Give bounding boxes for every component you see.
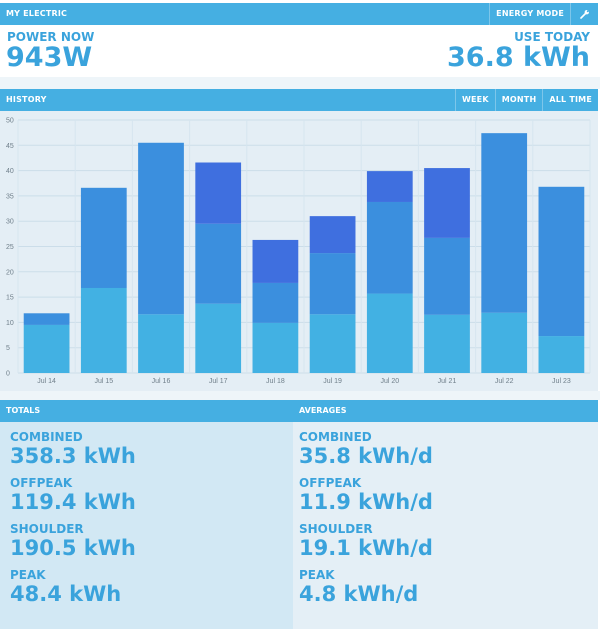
stat-value: 119.4 kWh bbox=[10, 490, 136, 514]
bar-segment-0 bbox=[309, 314, 356, 373]
stat-label: OFFPEAK bbox=[10, 476, 73, 490]
y-tick-label: 40 bbox=[6, 168, 14, 175]
stat-label: SHOULDER bbox=[299, 522, 373, 536]
y-tick-label: 25 bbox=[6, 244, 14, 251]
x-tick-label: Jul 15 bbox=[94, 378, 113, 385]
y-tick-label: 45 bbox=[6, 143, 14, 150]
y-tick-label: 30 bbox=[6, 219, 14, 226]
x-tick-label: Jul 19 bbox=[323, 378, 342, 385]
stat-value: 48.4 kWh bbox=[10, 582, 122, 606]
stat-value: 19.1 kWh/d bbox=[299, 536, 433, 560]
averages-title: AVERAGES bbox=[299, 406, 347, 415]
stat-label: PEAK bbox=[299, 568, 335, 582]
stat-label: SHOULDER bbox=[10, 522, 84, 536]
x-tick-label: Jul 14 bbox=[37, 378, 56, 385]
bar-segment-2 bbox=[424, 168, 470, 238]
bar-segment-1 bbox=[366, 201, 413, 294]
x-tick-label: Jul 20 bbox=[380, 378, 399, 385]
totals-title: TOTALS bbox=[6, 406, 41, 415]
bar-segment-1 bbox=[424, 237, 470, 315]
header-actions: ENERGY MODE bbox=[489, 3, 598, 25]
power-now-label: POWER NOW bbox=[7, 30, 95, 44]
week-button[interactable]: WEEK bbox=[454, 89, 495, 111]
app-title: MY ELECTRIC bbox=[6, 9, 68, 18]
stat-value: 358.3 kWh bbox=[10, 444, 136, 468]
power-now-value: 943W bbox=[6, 42, 93, 73]
history-header: HISTORY WEEK MONTH ALL TIME bbox=[0, 89, 598, 111]
history-chart-panel: 0 5 10 15 20 25 30 35 40 45 50 Jul 14 Jul 15 Jul 16 Ju… bbox=[0, 111, 598, 391]
history-range-buttons: WEEK MONTH ALL TIME bbox=[454, 89, 598, 111]
totals-offpeak: OFFPEAK 119.4 kWh bbox=[10, 476, 136, 514]
stat-label: COMBINED bbox=[10, 430, 83, 444]
y-tick-label: 5 bbox=[6, 345, 10, 352]
settings-button[interactable] bbox=[570, 3, 598, 25]
bar-segment-0 bbox=[80, 287, 127, 373]
bar-segment-1 bbox=[195, 223, 242, 304]
totals-combined: COMBINED 358.3 kWh bbox=[10, 430, 136, 468]
bar-segment-2 bbox=[309, 216, 356, 254]
x-tick-label: Jul 21 bbox=[438, 378, 457, 385]
power-panel: POWER NOW 943W USE TODAY 36.8 kWh bbox=[0, 25, 598, 77]
bar-segment-1 bbox=[309, 253, 356, 315]
wrench-icon bbox=[579, 9, 589, 19]
bar-segment-1 bbox=[23, 313, 70, 325]
stat-value: 190.5 kWh bbox=[10, 536, 136, 560]
bar-segment-1 bbox=[80, 187, 127, 288]
totals-shoulder: SHOULDER 190.5 kWh bbox=[10, 522, 136, 560]
use-today-value: 36.8 kWh bbox=[447, 42, 590, 73]
averages-offpeak: OFFPEAK 11.9 kWh/d bbox=[299, 476, 433, 514]
stat-label: COMBINED bbox=[299, 430, 372, 444]
stat-value: 4.8 kWh/d bbox=[299, 582, 419, 606]
totals-peak: PEAK 48.4 kWh bbox=[10, 568, 121, 606]
y-tick-label: 15 bbox=[6, 295, 14, 302]
y-tick-label: 35 bbox=[6, 193, 14, 200]
x-tick-label: Jul 18 bbox=[266, 378, 285, 385]
bar-segment-0 bbox=[138, 314, 184, 373]
bar-segment-0 bbox=[252, 322, 299, 373]
x-tick-label: Jul 23 bbox=[552, 378, 571, 385]
y-tick-label: 50 bbox=[6, 118, 14, 125]
bar-segment-1 bbox=[481, 133, 528, 313]
app-header: MY ELECTRIC ENERGY MODE bbox=[0, 3, 598, 25]
history-bar-chart: 0 5 10 15 20 25 30 35 40 45 50 Jul 14 Jul 15 Jul 16 Ju… bbox=[6, 118, 591, 385]
stat-label: OFFPEAK bbox=[299, 476, 362, 490]
bar-segment-2 bbox=[252, 239, 299, 283]
use-today-label: USE TODAY bbox=[514, 30, 590, 44]
bar-segment-0 bbox=[195, 303, 242, 373]
averages-peak: PEAK 4.8 kWh/d bbox=[299, 568, 418, 606]
bar-segment-1 bbox=[538, 186, 585, 337]
section-divider bbox=[0, 391, 600, 400]
x-tick-label: Jul 16 bbox=[152, 378, 171, 385]
y-tick-label: 20 bbox=[6, 269, 14, 276]
bar-segment-0 bbox=[424, 314, 470, 373]
averages-combined: COMBINED 35.8 kWh/d bbox=[299, 430, 433, 468]
bar-segment-0 bbox=[366, 293, 413, 373]
bar-segment-0 bbox=[538, 336, 585, 373]
stats-header: TOTALS AVERAGES bbox=[0, 400, 598, 422]
bar-segment-0 bbox=[481, 312, 528, 373]
y-tick-label: 0 bbox=[6, 371, 10, 378]
stat-value: 11.9 kWh/d bbox=[299, 490, 433, 514]
averages-shoulder: SHOULDER 19.1 kWh/d bbox=[299, 522, 433, 560]
bar-segment-0 bbox=[23, 324, 70, 373]
averages-panel: COMBINED 35.8 kWh/d OFFPEAK 11.9 kWh/d S… bbox=[293, 422, 598, 629]
section-divider bbox=[0, 77, 600, 89]
x-tick-label: Jul 22 bbox=[495, 378, 514, 385]
bar-segment-2 bbox=[195, 162, 242, 224]
history-title: HISTORY bbox=[6, 95, 47, 104]
totals-panel: COMBINED 358.3 kWh OFFPEAK 119.4 kWh SHO… bbox=[0, 422, 293, 629]
x-tick-label: Jul 17 bbox=[209, 378, 228, 385]
all-time-button[interactable]: ALL TIME bbox=[542, 89, 598, 111]
month-button[interactable]: MONTH bbox=[494, 89, 543, 111]
stat-label: PEAK bbox=[10, 568, 46, 582]
energy-mode-button[interactable]: ENERGY MODE bbox=[489, 3, 570, 25]
y-tick-label: 10 bbox=[6, 320, 14, 327]
stat-value: 35.8 kWh/d bbox=[299, 444, 433, 468]
bar-segment-1 bbox=[138, 142, 184, 315]
bar-segment-2 bbox=[366, 171, 413, 202]
bar-segment-1 bbox=[252, 282, 299, 323]
